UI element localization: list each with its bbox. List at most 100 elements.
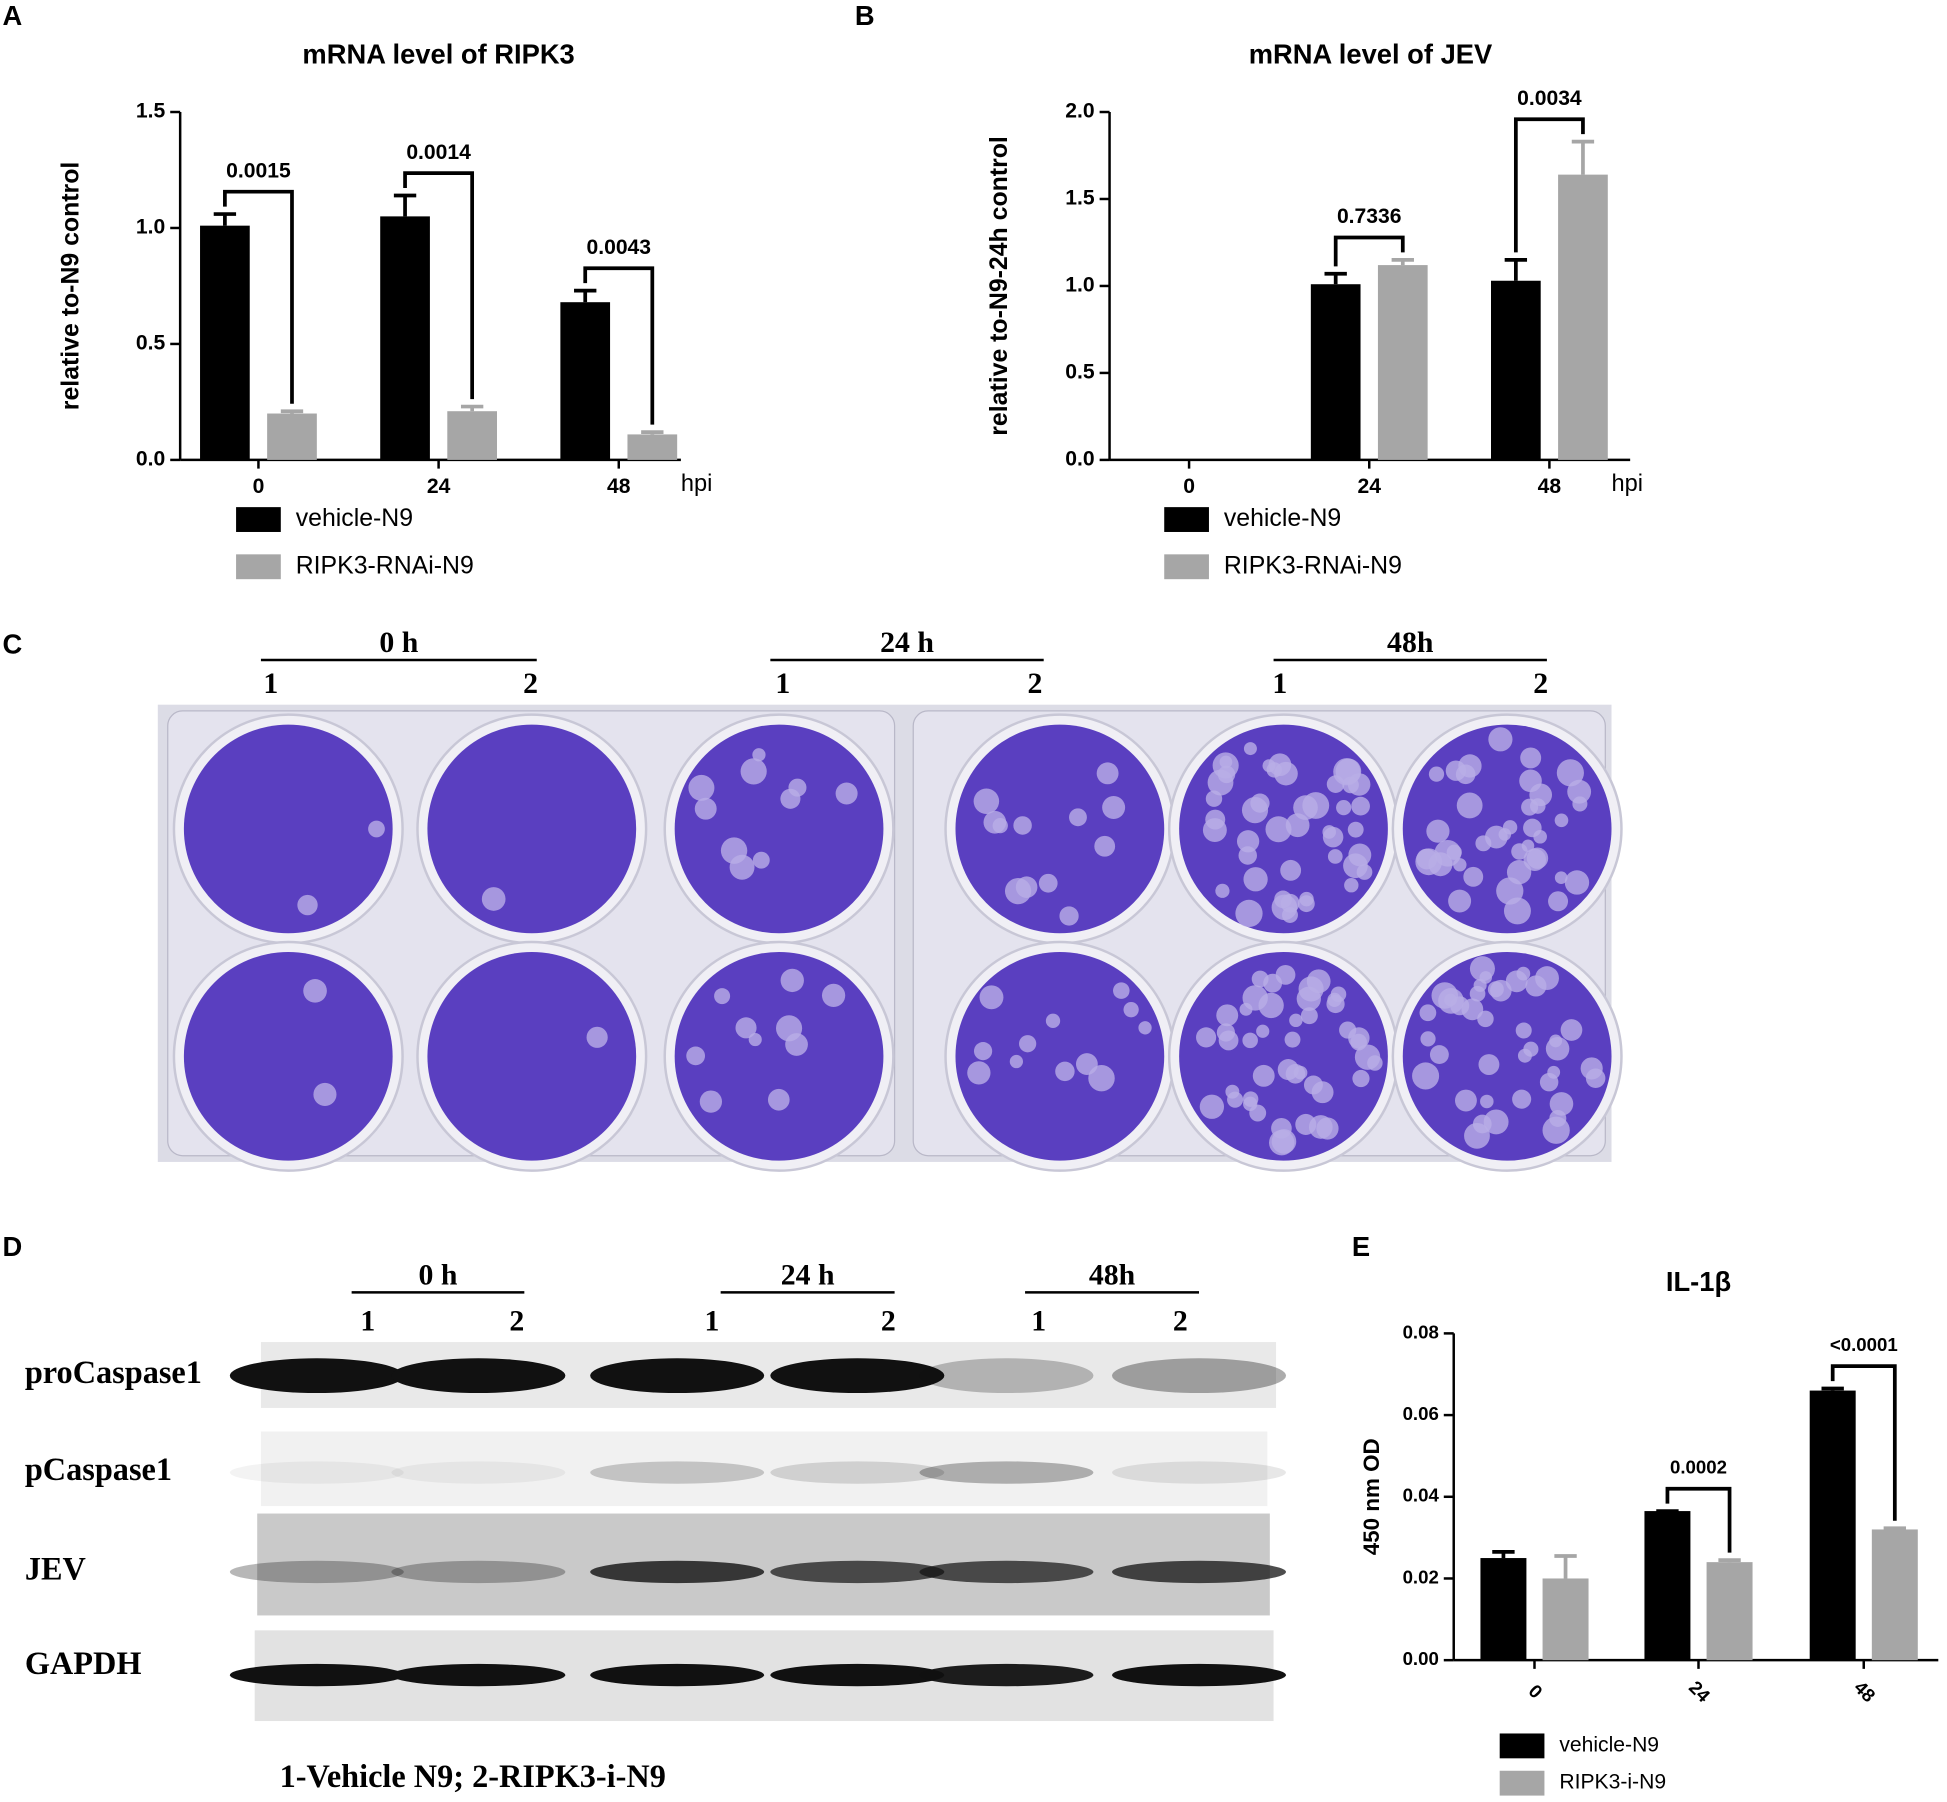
lane-label: 2	[509, 1304, 524, 1337]
bar	[1310, 284, 1361, 460]
legend-label: RIPK3-RNAi-N9	[1224, 552, 1402, 579]
plaque	[1271, 1118, 1292, 1139]
plaque	[1038, 873, 1058, 893]
plaque	[1216, 1004, 1239, 1027]
plaque	[1419, 1004, 1437, 1022]
plaque	[1094, 835, 1116, 857]
legend-label: RIPK3-RNAi-N9	[296, 552, 474, 579]
group-label: 48h	[1089, 1258, 1136, 1291]
p-value: <0.0001	[1830, 1334, 1898, 1355]
legend-swatch	[1164, 507, 1209, 532]
plaque	[1477, 1010, 1494, 1028]
legend-swatch	[1499, 1733, 1545, 1759]
plaque	[1225, 1084, 1240, 1099]
blot-row-label: pCaspase1	[25, 1451, 172, 1487]
plaque	[1429, 1045, 1449, 1065]
p-value: 0.0034	[1517, 87, 1582, 110]
plaque	[1469, 985, 1486, 1002]
plaque	[1285, 813, 1310, 838]
comparison-bracket	[223, 189, 294, 404]
plaque	[1236, 830, 1260, 853]
plaque	[1505, 970, 1528, 993]
plaque	[752, 851, 770, 869]
plaque	[481, 887, 506, 911]
plaque	[297, 894, 318, 916]
plaque	[1258, 992, 1284, 1019]
plaque	[720, 837, 748, 864]
plaque	[1336, 799, 1352, 816]
y-tick-label: 0.04	[1403, 1485, 1440, 1506]
lane-label: 1	[705, 1304, 720, 1337]
plaque	[767, 1088, 790, 1111]
plaque	[1454, 1089, 1477, 1112]
comparison-bracket	[1333, 235, 1405, 267]
well-stain	[427, 724, 637, 934]
plaque	[1526, 847, 1549, 869]
plaque	[780, 788, 801, 809]
lane-label: 2	[1533, 667, 1548, 700]
plaque	[1242, 1032, 1258, 1049]
blot-band	[391, 1358, 566, 1394]
plaque	[1303, 1075, 1323, 1095]
chart-title: mRNA level of RIPK3	[302, 38, 574, 69]
blot-row-label: GAPDH	[25, 1645, 142, 1681]
chart-title: mRNA level of JEV	[1249, 38, 1493, 69]
plaque	[752, 748, 766, 762]
plaque	[1199, 1094, 1225, 1119]
bar	[1558, 174, 1608, 460]
bar	[1809, 1390, 1856, 1661]
plaque	[1295, 1113, 1317, 1135]
plaque	[1316, 1117, 1339, 1140]
plaque	[1344, 878, 1359, 893]
plaque	[1351, 796, 1370, 816]
plaque	[1519, 769, 1542, 793]
plaque	[1280, 893, 1300, 913]
plaque	[983, 810, 1007, 834]
plaque	[1015, 876, 1038, 898]
plaque	[1045, 1013, 1061, 1028]
plaque	[1275, 965, 1296, 985]
bar	[200, 225, 250, 460]
plaque	[1529, 798, 1546, 814]
p-value: 0.0002	[1670, 1457, 1727, 1478]
bar	[380, 216, 430, 460]
plaque	[368, 820, 385, 838]
blot-band	[919, 1663, 1094, 1687]
plaque	[694, 797, 717, 820]
bar	[267, 413, 317, 460]
blot-band	[919, 1358, 1094, 1394]
panel-label: D	[2, 1231, 22, 1262]
blot-row-label: JEV	[25, 1550, 86, 1586]
legend-label: RIPK3-i-N9	[1559, 1771, 1666, 1794]
plaque	[1138, 1021, 1152, 1035]
bar	[560, 302, 611, 460]
plaque	[1243, 867, 1268, 892]
blot-band	[229, 1461, 404, 1484]
panel-label: C	[2, 629, 22, 660]
plaque	[1297, 895, 1315, 913]
group-label: 48h	[1387, 626, 1434, 659]
plaque	[1069, 808, 1087, 827]
y-tick-label: 0.5	[1065, 361, 1095, 384]
plaque	[1347, 821, 1364, 838]
plaque	[1515, 1022, 1532, 1039]
plaque	[1585, 1068, 1606, 1089]
blot-band	[1112, 1461, 1286, 1484]
bar	[1480, 1558, 1527, 1661]
legend-swatch	[236, 507, 281, 532]
plaque	[1216, 1023, 1235, 1042]
lane-label: 1	[1031, 1304, 1046, 1337]
legend-swatch	[236, 554, 281, 580]
panel-label: A	[2, 0, 22, 31]
comparison-bracket	[1665, 1486, 1732, 1553]
plaque	[1511, 843, 1528, 860]
legend-label: vehicle-N9	[1559, 1733, 1659, 1756]
blot-band	[770, 1461, 945, 1484]
plaque	[1463, 866, 1484, 887]
plaque	[1444, 993, 1457, 1007]
y-tick-label: 0.08	[1403, 1321, 1439, 1342]
blot-band	[229, 1560, 404, 1584]
plaque	[1241, 797, 1269, 824]
bar	[1706, 1562, 1753, 1661]
plaque	[1560, 1019, 1583, 1041]
